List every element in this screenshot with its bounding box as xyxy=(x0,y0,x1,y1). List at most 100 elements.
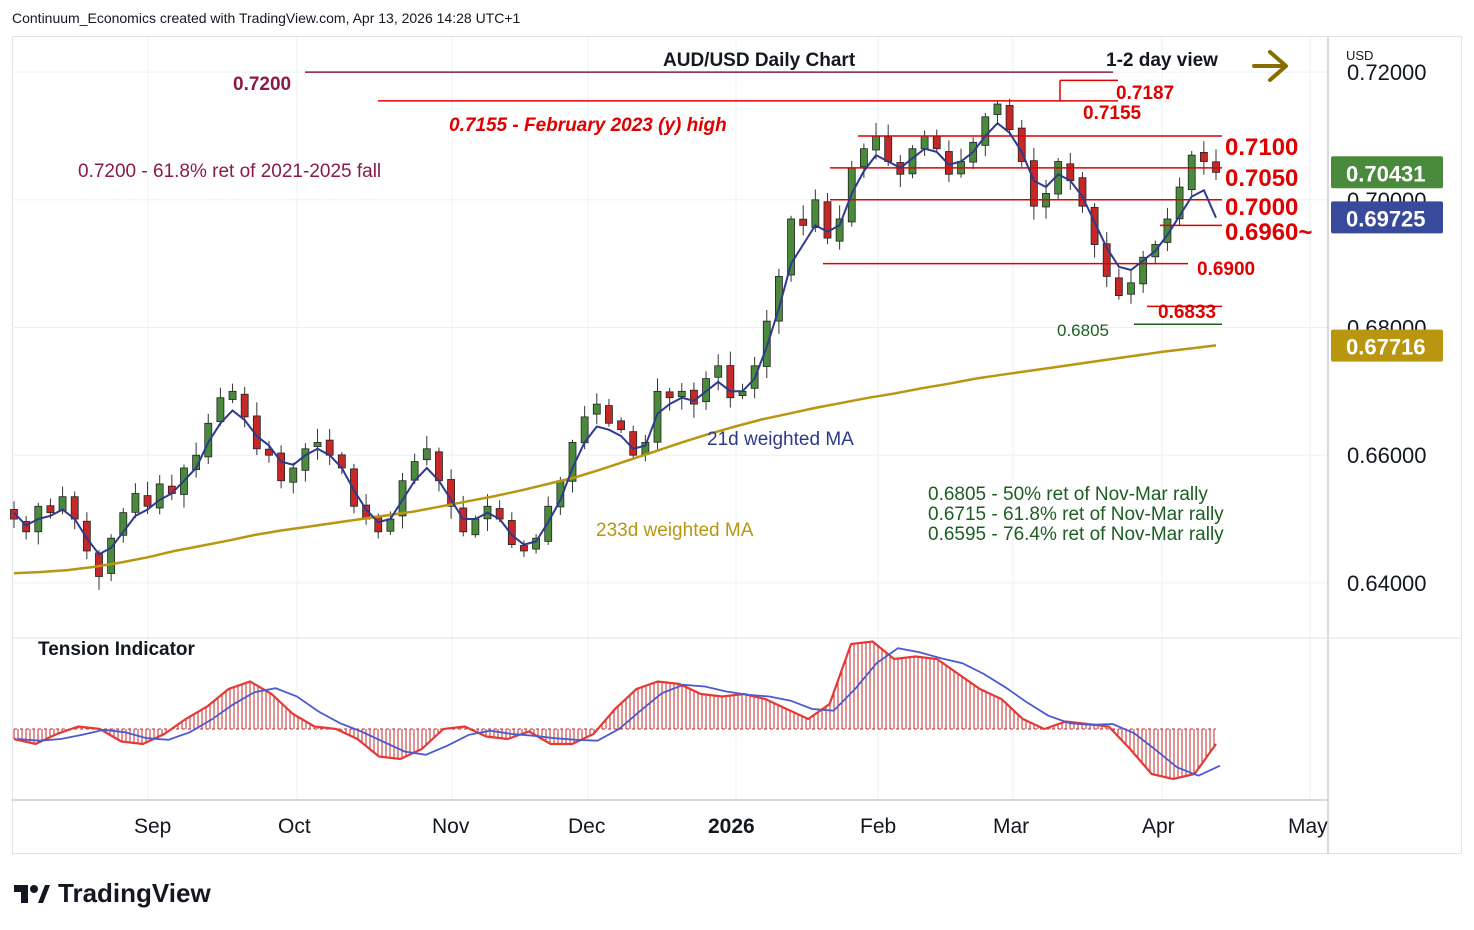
candle-body xyxy=(823,201,832,239)
candle-body xyxy=(617,420,625,431)
candle-body xyxy=(605,405,613,424)
chart-subtitle: 1-2 day view xyxy=(1106,50,1218,71)
candle-body xyxy=(726,365,735,399)
candle-body xyxy=(313,442,322,447)
candle-body xyxy=(799,218,808,226)
candle-body xyxy=(70,496,79,520)
x-tick-label: May xyxy=(1288,815,1328,838)
level-lines xyxy=(305,71,1222,326)
x-tick-label: Dec xyxy=(568,815,605,838)
x-tick-label: 2026 xyxy=(708,815,755,838)
candle-body xyxy=(872,135,880,151)
candle-body xyxy=(1066,163,1075,182)
price-badge xyxy=(1331,329,1443,362)
price-badge-label: 0.69725 xyxy=(1346,206,1426,231)
candle-body xyxy=(690,389,698,405)
y-tick-label: 0.66000 xyxy=(1347,443,1427,468)
candle-body xyxy=(532,537,540,550)
candle-body xyxy=(143,495,152,507)
candle-body xyxy=(350,468,358,507)
candle-body xyxy=(131,493,140,513)
candle-body xyxy=(507,520,516,545)
candle-body xyxy=(981,116,990,146)
candle-body xyxy=(677,390,686,398)
candle-body xyxy=(10,509,18,520)
tension-indicator: Tension Indicator xyxy=(13,639,1221,781)
candle-body xyxy=(1175,186,1184,220)
support-label: 0.6805 xyxy=(1057,321,1109,340)
fib-line-annotation: 0.6805 - 50% ret of Nov-Mar rally xyxy=(928,484,1208,505)
price-badge-label: 0.70431 xyxy=(1346,161,1426,186)
candle-body xyxy=(216,397,225,423)
candle-body xyxy=(1139,256,1148,285)
candle-body xyxy=(884,136,893,162)
candle-body xyxy=(1127,282,1135,295)
right-arrow-icon xyxy=(1252,50,1288,82)
candle-body xyxy=(1102,243,1111,277)
resistance-label: 0.7187 xyxy=(1116,83,1174,104)
candle-body xyxy=(920,135,929,150)
candle-body xyxy=(46,505,55,514)
candle-body xyxy=(22,521,31,533)
x-tick-label: Mar xyxy=(993,815,1029,838)
ma233-label: 233d weighted MA xyxy=(596,520,754,541)
candle-body xyxy=(82,520,91,552)
resistance-label: 0.7000 xyxy=(1225,194,1298,221)
x-tick-label: Oct xyxy=(278,815,311,838)
currency-label: USD xyxy=(1346,48,1373,63)
x-tick-label: Sep xyxy=(134,815,171,838)
price-badge-label: 0.67716 xyxy=(1346,335,1426,360)
candle-body xyxy=(1199,152,1208,162)
feb2023-annotation: 0.7155 - February 2023 (y) high xyxy=(449,115,727,136)
tension-indicator-label: Tension Indicator xyxy=(38,639,196,660)
candle-body xyxy=(932,135,941,150)
candle-body xyxy=(265,448,273,456)
chart-attribution: Continuum_Economics created with Trading… xyxy=(12,10,521,26)
candle-body xyxy=(277,452,286,482)
candle-body xyxy=(107,537,116,574)
candle-body xyxy=(204,422,213,458)
ma21-line xyxy=(13,121,1217,556)
oscillator-line xyxy=(13,640,1217,781)
candle-body xyxy=(1212,161,1220,173)
candle-body xyxy=(811,199,820,228)
fib-line-annotation: 0.6715 - 61.8% ret of Nov-Mar rally xyxy=(928,504,1224,525)
candle-body xyxy=(592,403,601,415)
candle-body xyxy=(787,218,795,276)
fib-note-annotation: 0.7200 - 61.8% ret of 2021-2025 fall xyxy=(78,161,381,182)
candle-body xyxy=(289,467,298,483)
candle-body xyxy=(422,448,431,461)
chart-title: AUD/USD Daily Chart xyxy=(663,50,856,71)
candle-body xyxy=(240,393,249,418)
candle-body xyxy=(386,518,395,532)
resistance-label: 0.7050 xyxy=(1225,165,1298,192)
candle-body xyxy=(119,512,128,536)
candle-body xyxy=(435,451,443,482)
y-tick-label: 0.64000 xyxy=(1347,571,1427,596)
resistance-label: 0.7155 xyxy=(1083,103,1142,124)
ma21-label: 21d weighted MA xyxy=(707,429,854,450)
candle-body xyxy=(58,496,67,512)
resistance-label: 0.6833 xyxy=(1158,302,1216,323)
candle-body xyxy=(835,218,844,242)
candle-body xyxy=(665,391,674,399)
tradingview-brand[interactable]: TradingView xyxy=(14,878,211,909)
resistance-label: 0.7100 xyxy=(1225,134,1298,161)
long-level-label: 0.7200 xyxy=(233,74,291,95)
candle-body xyxy=(471,518,480,536)
candle-body xyxy=(859,148,868,168)
chart-frame xyxy=(12,36,1462,854)
x-tick-label: Feb xyxy=(860,815,896,838)
tradingview-logo-icon xyxy=(14,884,50,903)
brand-name: TradingView xyxy=(58,878,211,908)
resistance-label: 0.6960~ xyxy=(1225,219,1312,246)
candle-body xyxy=(1090,206,1099,245)
axes: USD0.720000.700000.680000.660000.640000.… xyxy=(12,37,1462,854)
candle-body xyxy=(228,390,237,400)
price-badge xyxy=(1331,201,1443,234)
y-tick-label: 0.72000 xyxy=(1347,60,1427,85)
x-tick-label: Apr xyxy=(1142,815,1175,838)
candle-body xyxy=(1187,154,1196,191)
fib-line-annotation: 0.6595 - 76.4% ret of Nov-Mar rally xyxy=(928,524,1224,545)
